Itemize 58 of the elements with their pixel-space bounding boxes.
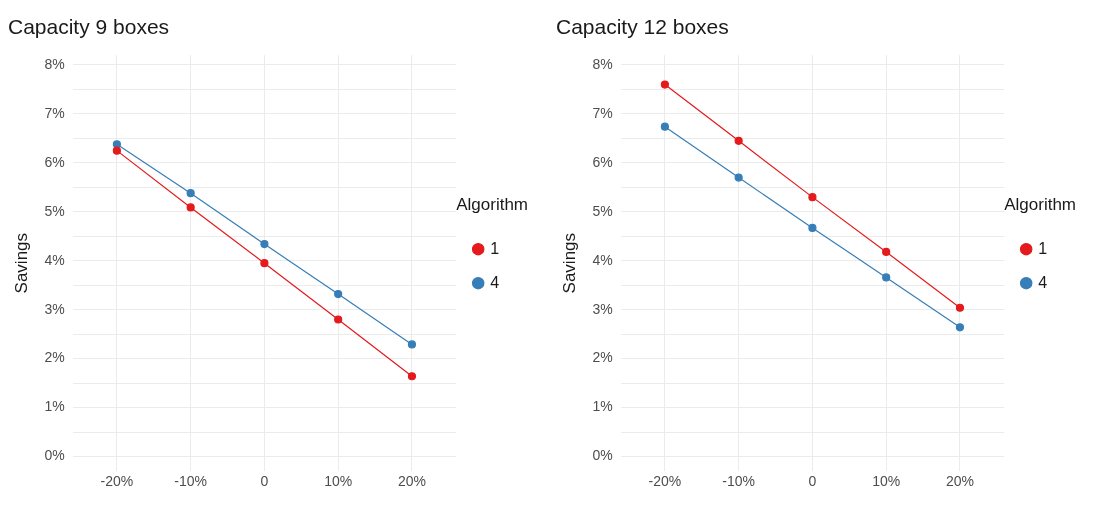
y-tick-label: 1%: [592, 398, 613, 415]
legend-label: 4: [1038, 273, 1048, 291]
point: [112, 140, 121, 149]
point: [808, 193, 817, 202]
legend-label: 4: [490, 273, 500, 291]
y-tick-label: 5%: [592, 202, 613, 219]
point: [882, 273, 891, 282]
x-tick-label: -20%: [100, 473, 134, 490]
y-tick-label: 7%: [44, 104, 65, 121]
y-tick-label: 0%: [592, 447, 613, 464]
legend-label: 1: [1038, 239, 1048, 257]
y-tick-label: 6%: [592, 153, 613, 170]
x-tick-label: 0: [808, 473, 817, 490]
y-tick-label: 3%: [44, 300, 65, 317]
x-tick-label: 20%: [397, 473, 426, 490]
point: [112, 146, 121, 155]
point: [955, 323, 965, 332]
y-axis-title: Savings: [559, 232, 579, 294]
point: [407, 372, 417, 381]
y-tick-label: 6%: [44, 153, 65, 170]
point: [660, 122, 669, 131]
x-tick-label: -20%: [648, 473, 682, 490]
y-axis-title: Savings: [11, 232, 31, 294]
x-tick-label: -10%: [174, 473, 207, 490]
point: [186, 203, 195, 212]
point: [334, 315, 343, 324]
y-tick-label: 2%: [592, 349, 613, 366]
x-tick-label: 10%: [324, 473, 353, 490]
legend-title: Algorithm: [456, 194, 529, 214]
chart-title: Capacity 12 boxes: [556, 15, 729, 39]
point: [882, 247, 891, 257]
y-tick-label: 0%: [44, 447, 65, 464]
point: [808, 223, 817, 233]
point: [734, 173, 743, 182]
y-tick-label: 1%: [44, 398, 65, 415]
y-tick-label: 4%: [44, 251, 65, 268]
point: [260, 259, 269, 268]
y-tick-label: 4%: [592, 251, 613, 268]
x-tick-label: 0: [260, 473, 269, 490]
legend-title: Algorithm: [1004, 194, 1077, 214]
point: [407, 340, 417, 349]
point: [186, 189, 195, 198]
y-tick-label: 8%: [44, 55, 65, 72]
y-tick-label: 5%: [44, 202, 65, 219]
y-tick-label: 8%: [592, 55, 613, 72]
point: [334, 289, 343, 299]
x-tick-label: -10%: [722, 473, 755, 490]
point: [660, 80, 669, 89]
y-tick-label: 2%: [44, 349, 65, 366]
point: [734, 136, 743, 145]
y-tick-label: 3%: [592, 300, 613, 317]
chart-title: Capacity 9 boxes: [8, 15, 170, 39]
x-tick-label: 20%: [945, 473, 974, 490]
point: [955, 303, 965, 312]
y-tick-label: 7%: [592, 104, 613, 121]
legend-label: 1: [490, 239, 500, 257]
x-tick-label: 10%: [872, 473, 901, 490]
point: [260, 240, 269, 249]
